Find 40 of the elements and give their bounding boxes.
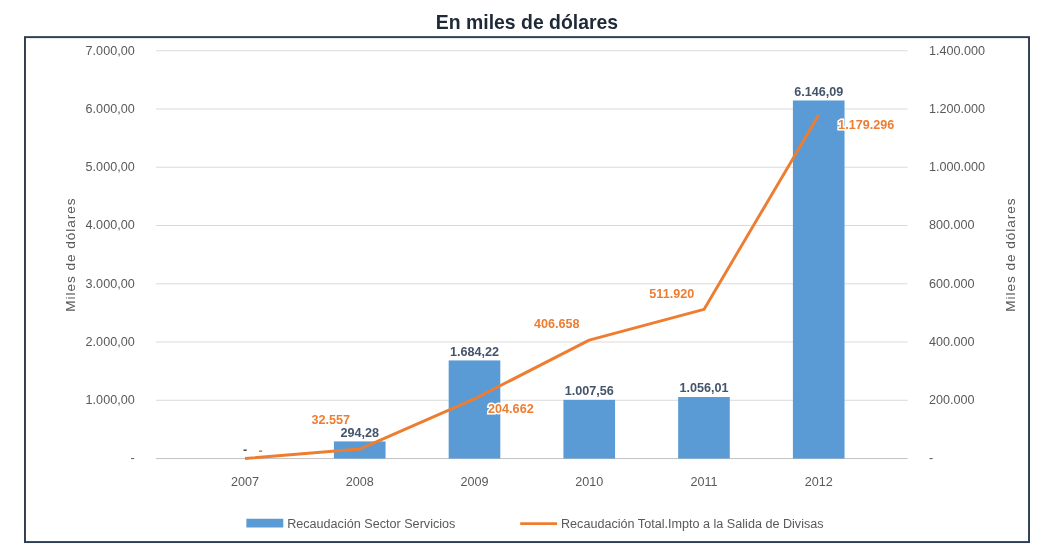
data-label: - — [258, 443, 263, 458]
legend-label: Recaudación Total.Impto a la Salida de Divisas — [560, 517, 824, 532]
y-tick-label: 5.000,00 — [85, 160, 135, 175]
x-tick-label: 2007 — [230, 474, 260, 489]
x-tick-label: 2008 — [345, 474, 374, 489]
y2-tick-label: 200.000 — [929, 393, 975, 408]
data-label: 6.146,09 — [794, 84, 844, 99]
data-label: 1.056,01 — [679, 381, 729, 396]
y2-tick-label: 1.000.000 — [929, 160, 986, 175]
x-tick-label: 2012 — [804, 474, 833, 489]
y2-tick-label: 1.400.000 — [929, 43, 986, 58]
data-label: 1.684,22 — [449, 344, 500, 359]
x-tick-label: 2009 — [460, 474, 489, 489]
line-series — [243, 113, 821, 461]
y2-tick-label: 600.000 — [929, 276, 975, 291]
y-tick-label: 7.000,00 — [85, 43, 135, 58]
y2-tick-label: 800.000 — [929, 218, 975, 233]
legend-label: Recaudación Sector Servicios — [287, 517, 456, 532]
data-label: 294,28 — [340, 425, 380, 440]
bar — [563, 399, 616, 459]
y-tick-label: 4.000,00 — [85, 218, 135, 233]
bar — [678, 397, 730, 459]
y-tick-label: 3.000,00 — [85, 276, 135, 291]
data-label: 1.007,56 — [564, 383, 614, 398]
y2-tick-label: 1.200.000 — [929, 101, 986, 116]
y2-axis-title: Miles de dólares — [1003, 197, 1019, 312]
y2-tick-label: 400.000 — [929, 334, 975, 349]
y2-tick-label: - — [929, 451, 934, 466]
x-tick-label: 2011 — [690, 474, 718, 489]
y-tick-label: 2.000,00 — [85, 334, 135, 349]
y-axis-title: Miles de dólares — [63, 197, 79, 312]
data-label: 406.658 — [533, 317, 580, 332]
y-tick-label: 1.000,00 — [85, 393, 135, 408]
data-label: 511.920 — [649, 286, 695, 301]
x-tick-label: 2010 — [575, 474, 604, 489]
data-label: 32.557 — [311, 412, 351, 427]
y-tick-label: 6.000,00 — [85, 101, 135, 116]
chart-title: En miles de dólares — [435, 11, 619, 34]
data-label: - — [242, 442, 248, 457]
y-tick-label: - — [130, 451, 135, 466]
